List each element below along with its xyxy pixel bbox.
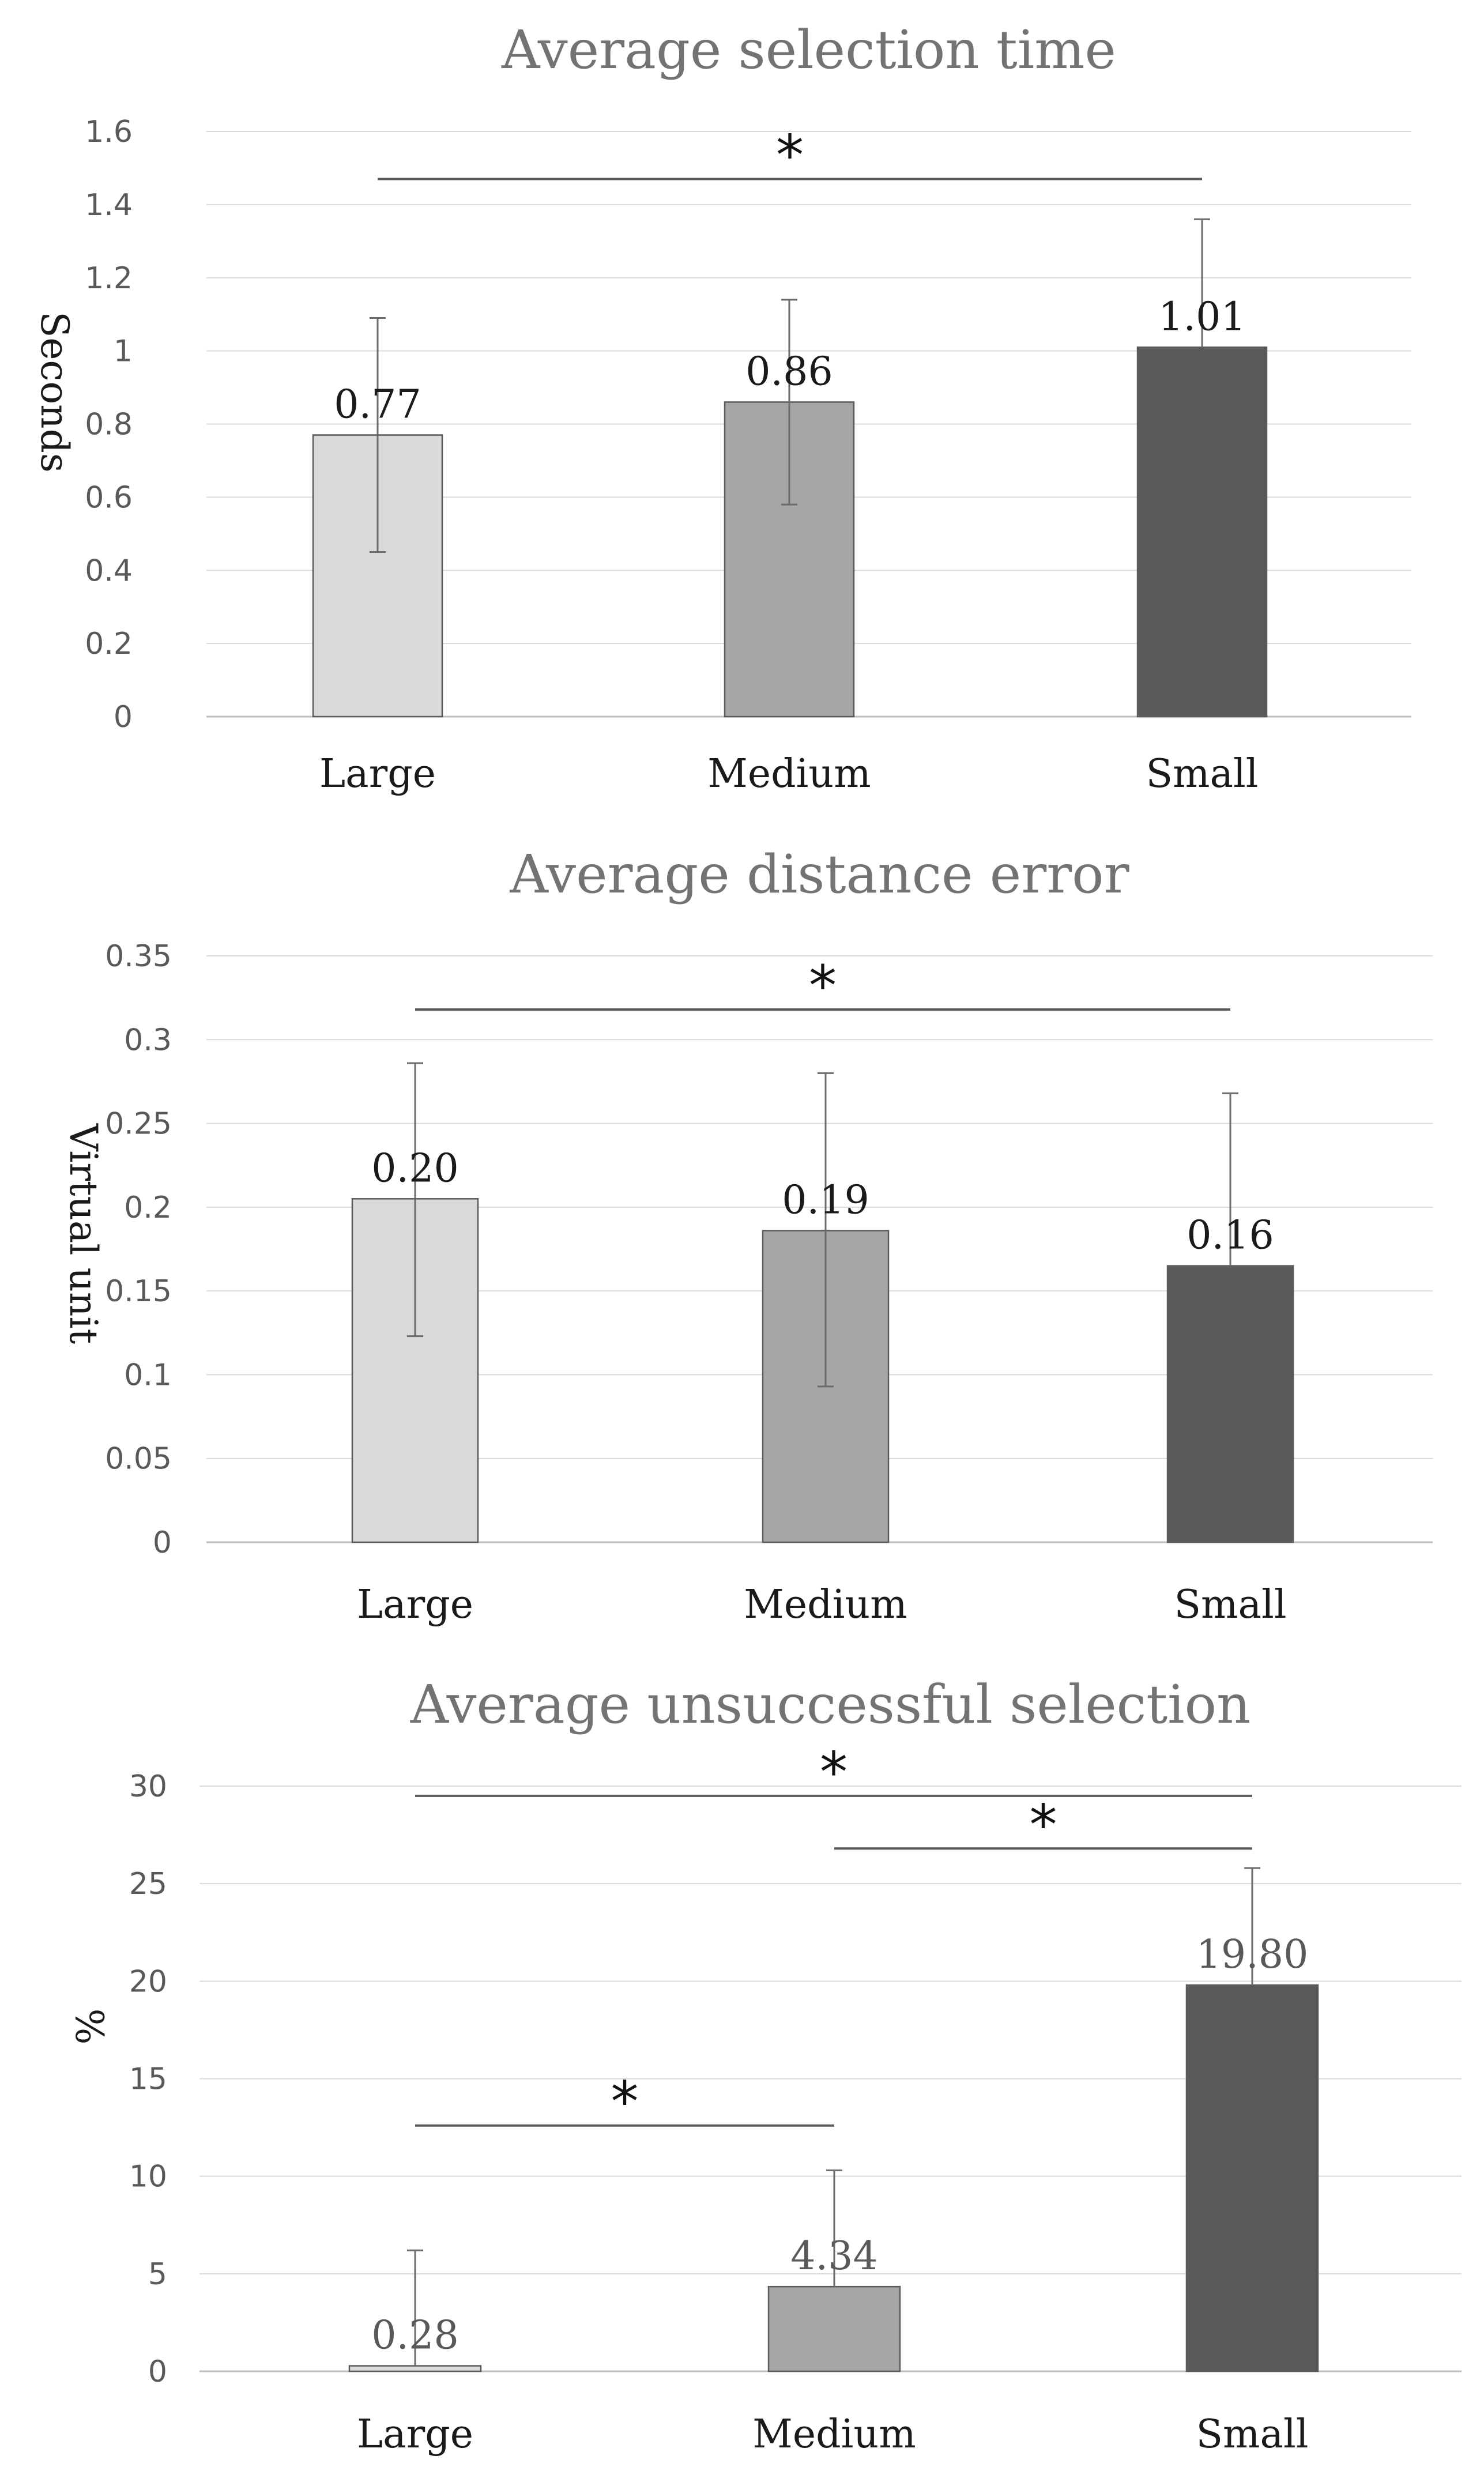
chart-title: Average distance error [509, 843, 1129, 905]
y-axis-title: Seconds [32, 311, 77, 473]
y-tick-label: 1 [114, 334, 133, 369]
y-axis-title: Virtual unit [61, 1123, 106, 1344]
chart-panel-selection-time: Average selection time 0 0.2 0.4 0.6 0.8 1 1.2 1… [32, 19, 1411, 797]
y-tick-label: 0.15 [105, 1274, 172, 1309]
significance-star: * [1030, 1792, 1057, 1857]
y-tick-label: 1.4 [85, 188, 133, 223]
data-label: 0.20 [371, 1146, 458, 1191]
y-tick-label: 1.6 [85, 115, 133, 149]
y-tick-label: 0 [153, 1526, 172, 1560]
y-tick-label: 25 [129, 1867, 167, 1901]
y-tick-label: 10 [129, 2160, 167, 2194]
data-label: 0.77 [334, 382, 421, 428]
category-label: Medium [707, 751, 871, 797]
bar-small [1166, 1265, 1294, 1543]
bar-large [348, 2365, 482, 2372]
category-label: Small [1174, 1582, 1286, 1628]
y-tick-label: 30 [129, 1769, 167, 1804]
data-label: 0.16 [1187, 1213, 1274, 1259]
data-label: 1.01 [1158, 294, 1245, 340]
data-label: 0.19 [782, 1178, 869, 1223]
y-tick-label: 0.25 [105, 1107, 172, 1142]
chart-title: Average unsuccessful selection [410, 1674, 1251, 1735]
category-label: Medium [744, 1582, 907, 1628]
data-label: 19.80 [1196, 1932, 1309, 1978]
y-tick-label: 0.2 [85, 627, 133, 661]
y-tick-label: 5 [148, 2257, 167, 2292]
y-tick-label: 0.1 [124, 1358, 172, 1392]
y-tick-label: 20 [129, 1964, 167, 1999]
bar-small [1185, 1984, 1319, 2372]
chart-title: Average selection time [501, 19, 1116, 81]
data-label: 0.28 [371, 2313, 458, 2359]
y-tick-label: 0.4 [85, 553, 133, 588]
chart-panel-unsuccessful-selection: Average unsuccessful selection 0 5 10 15 20 25… [67, 1674, 1462, 2457]
y-tick-label: 0.2 [124, 1191, 172, 1225]
y-axis-title: % [67, 2009, 111, 2045]
y-tick-label: 0.8 [85, 408, 133, 442]
y-tick-label: 0 [114, 700, 133, 735]
category-label: Large [357, 1582, 473, 1628]
data-label: 0.86 [745, 349, 833, 394]
y-tick-label: 1.2 [85, 261, 133, 296]
significance-star: * [820, 1740, 848, 1805]
significance-star: * [809, 954, 837, 1018]
bar-large [351, 1198, 479, 1543]
category-label: Small [1146, 751, 1258, 797]
bar-small [1136, 346, 1268, 718]
y-tick-label: 15 [129, 2062, 167, 2097]
category-label: Medium [752, 2412, 916, 2457]
chart-panel-distance-error: Average distance error 0 0.05 0.1 0.15 0.2 0.2… [61, 843, 1433, 1628]
data-label: 4.34 [790, 2234, 877, 2279]
y-tick-label: 0.3 [124, 1023, 172, 1057]
category-label: Small [1196, 2412, 1308, 2457]
significance-star: * [611, 2070, 639, 2134]
y-tick-label: 0.35 [105, 939, 172, 974]
significance-star: * [776, 123, 804, 187]
y-tick-label: 0.6 [85, 480, 133, 515]
category-label: Large [357, 2412, 473, 2457]
category-label: Large [319, 751, 436, 797]
y-tick-label: 0 [148, 2355, 167, 2389]
y-tick-label: 0.05 [105, 1442, 172, 1477]
bar-medium [767, 2285, 901, 2372]
